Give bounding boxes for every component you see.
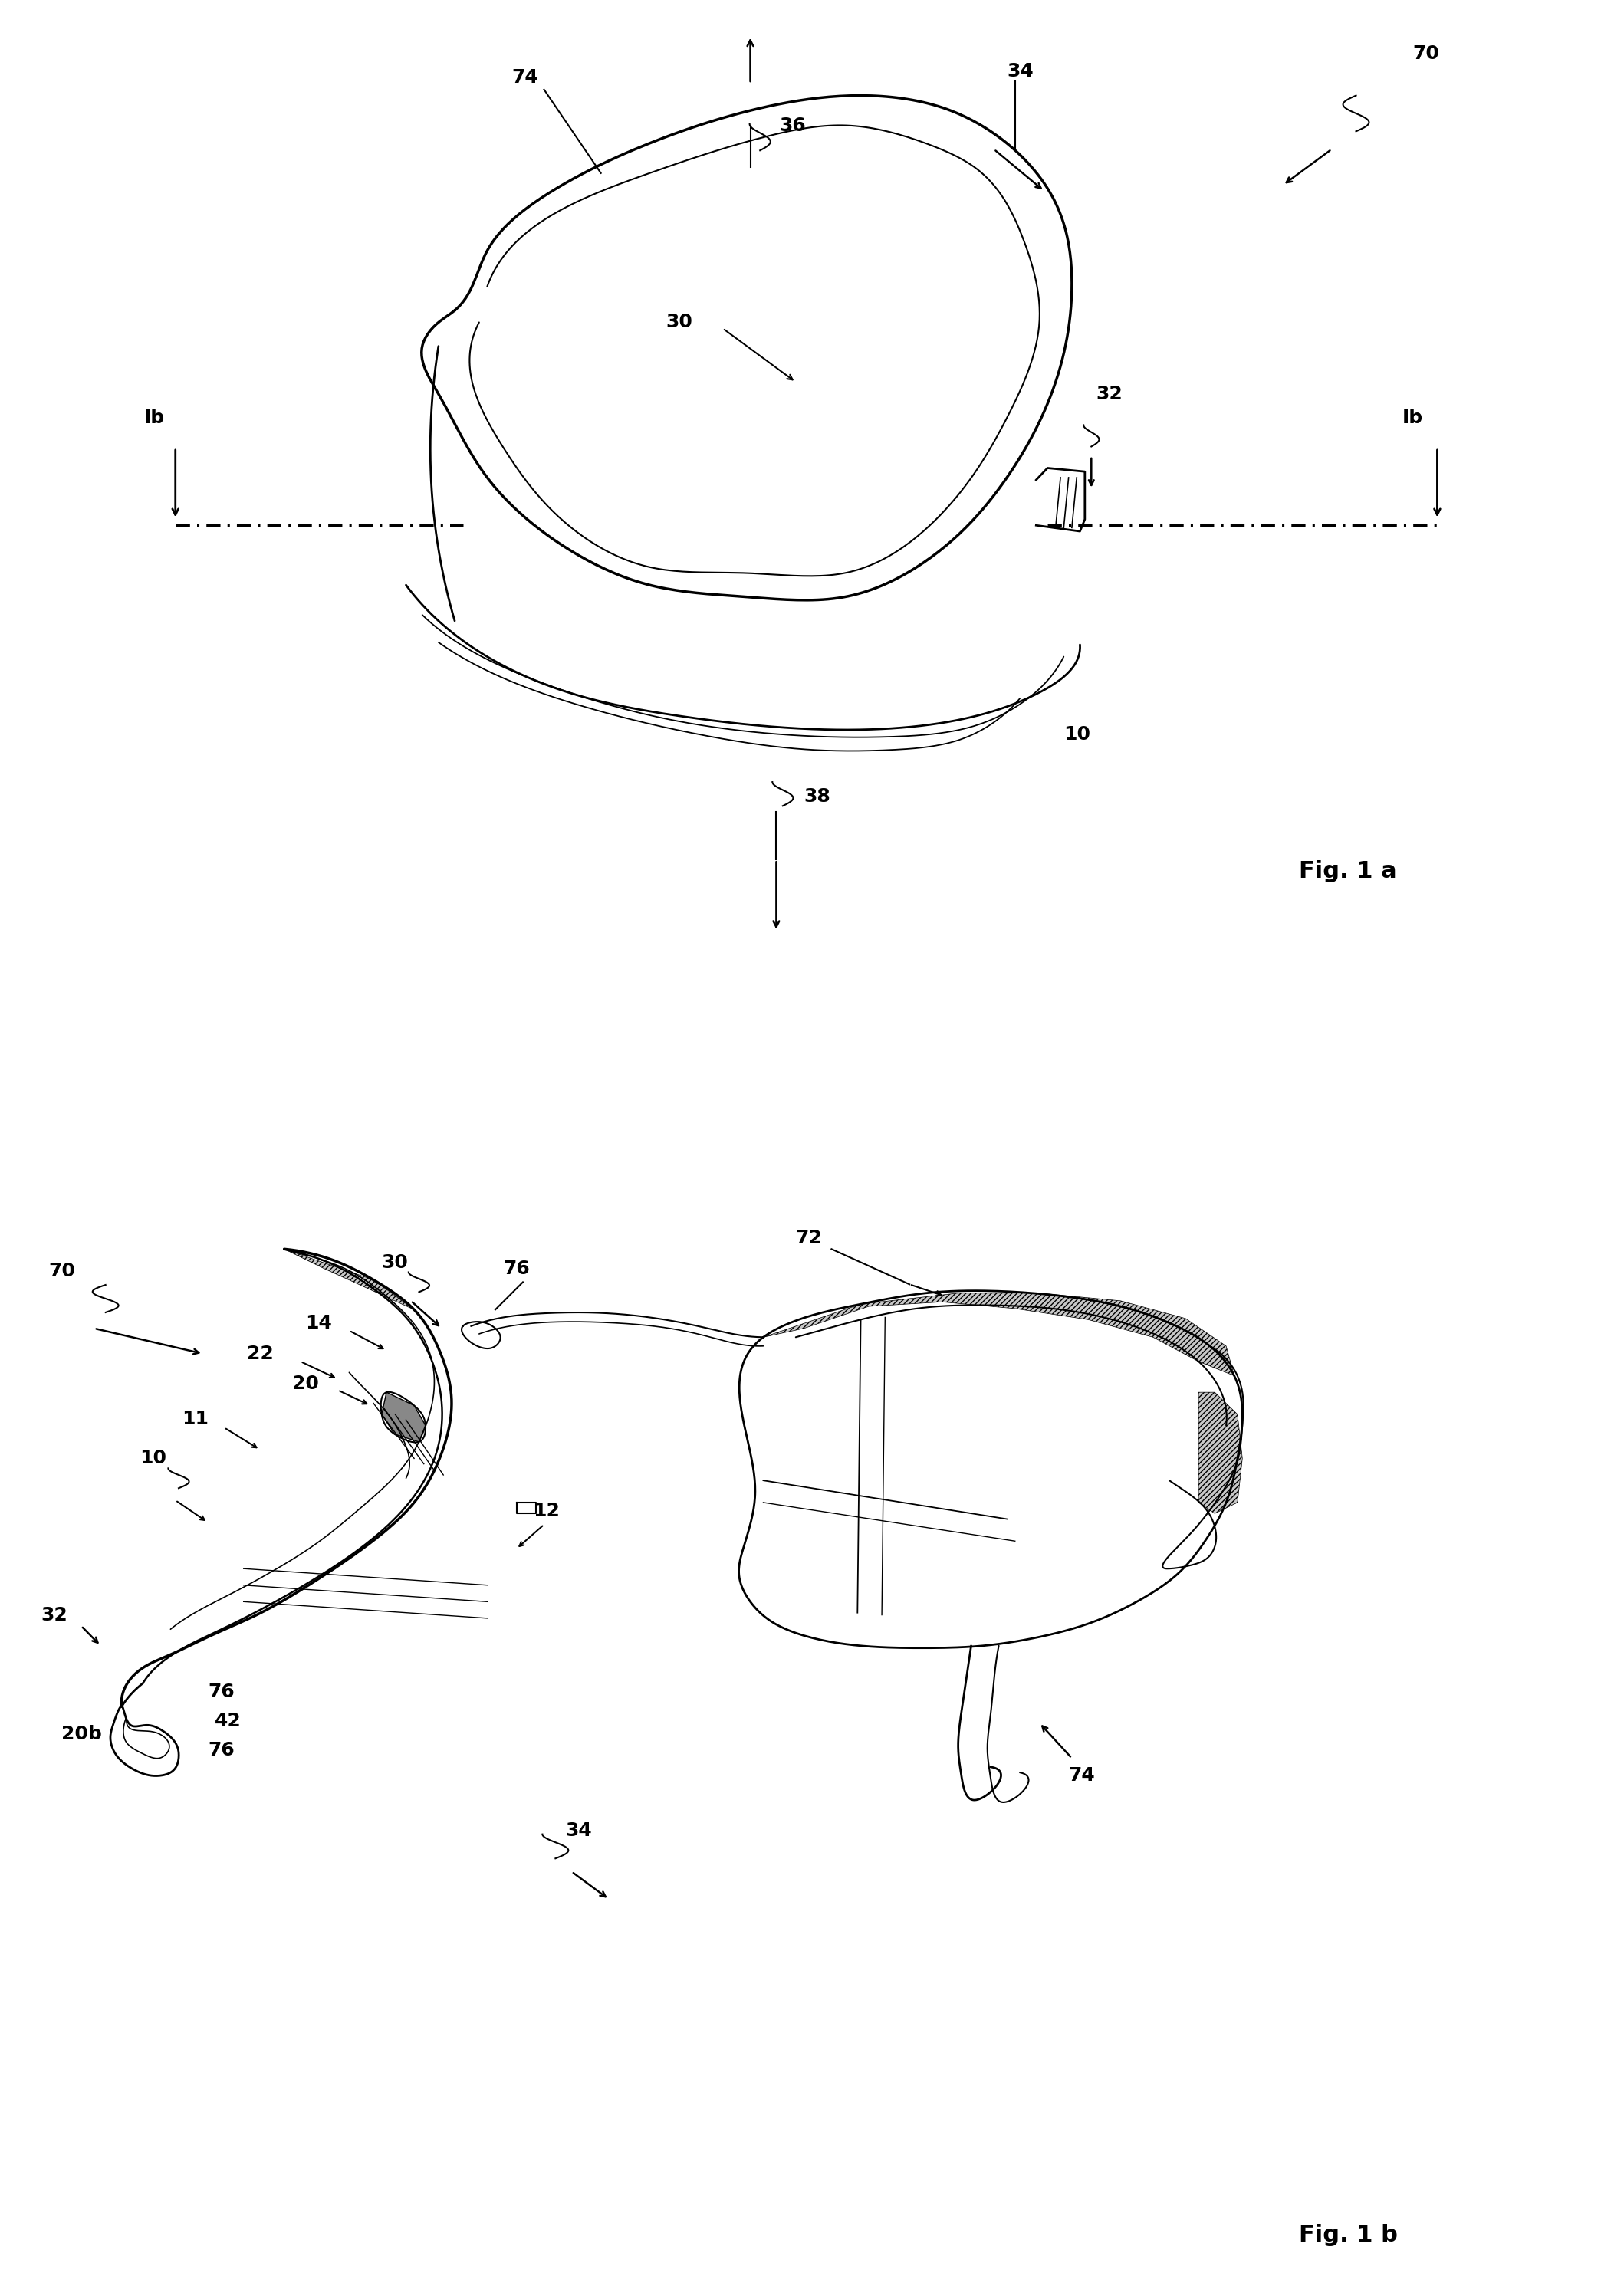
Text: Fig. 1 a: Fig. 1 a: [1299, 861, 1397, 882]
Text: 32: 32: [41, 1605, 67, 1623]
Text: 10: 10: [1064, 726, 1091, 744]
Text: Fig. 1 b: Fig. 1 b: [1299, 2225, 1398, 2245]
Polygon shape: [1199, 1391, 1242, 1513]
Text: 32: 32: [1096, 386, 1122, 404]
Text: 20b: 20b: [62, 1724, 102, 1743]
Text: 70: 70: [49, 1263, 75, 1281]
Polygon shape: [284, 1249, 414, 1309]
Text: 11: 11: [182, 1410, 209, 1428]
Text: 14: 14: [305, 1313, 331, 1332]
Text: 42: 42: [214, 1711, 240, 1729]
Text: 76: 76: [503, 1261, 529, 1279]
Text: 72: 72: [796, 1228, 822, 1247]
Text: Ib: Ib: [1403, 409, 1423, 427]
Text: 34: 34: [1007, 62, 1033, 80]
Text: 22: 22: [247, 1345, 273, 1364]
Text: 12: 12: [533, 1502, 559, 1520]
Text: 74: 74: [512, 69, 538, 87]
Text: 34: 34: [565, 1821, 591, 1839]
Polygon shape: [763, 1293, 1234, 1375]
Text: 30: 30: [666, 312, 692, 331]
Text: 70: 70: [1413, 44, 1439, 62]
Text: 20: 20: [292, 1375, 318, 1394]
Text: 76: 76: [208, 1740, 234, 1759]
Text: 36: 36: [780, 117, 806, 135]
Polygon shape: [382, 1391, 425, 1442]
Text: 76: 76: [208, 1683, 234, 1701]
Text: 10: 10: [140, 1449, 167, 1467]
Text: 30: 30: [382, 1254, 408, 1272]
Text: 38: 38: [804, 788, 830, 806]
Text: Ib: Ib: [145, 409, 164, 427]
Text: 74: 74: [1069, 1766, 1095, 1784]
